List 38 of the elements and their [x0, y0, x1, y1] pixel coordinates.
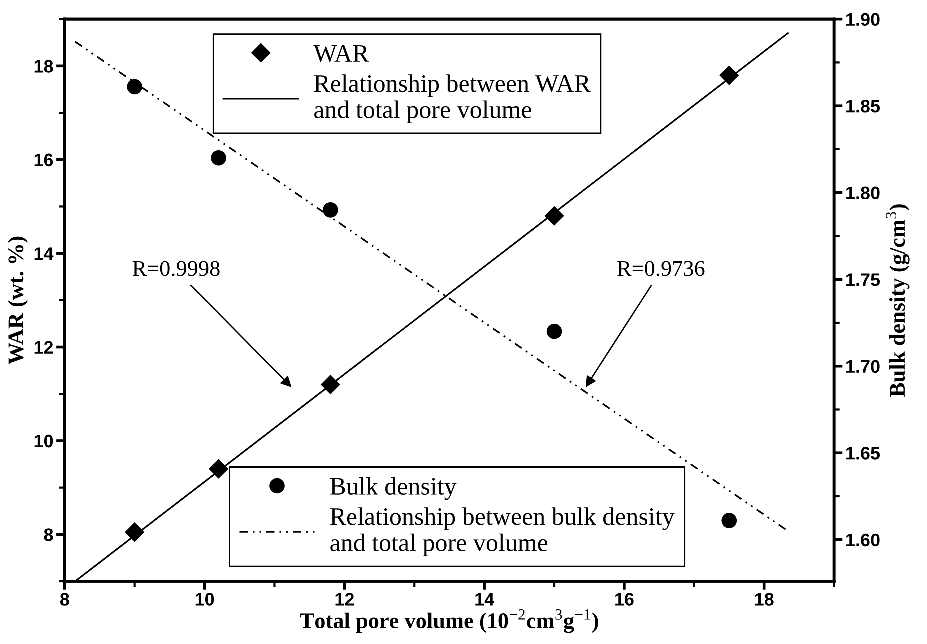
point [544, 206, 564, 226]
y-axis-title: WAR (wt. %) [8, 236, 28, 365]
point [722, 513, 738, 528]
x-tick-label: 16 [616, 593, 634, 606]
x-tick-label: 10 [196, 593, 214, 606]
y2-tick-label: 1.80 [846, 186, 880, 200]
point [127, 79, 142, 95]
x-tick-label: 12 [336, 593, 354, 606]
point [125, 522, 144, 542]
legend-label: Relationship between WAR and total pore volume [314, 74, 591, 124]
y2-axis-title: Bulk density (g/cm$^{3}$) [886, 204, 910, 398]
annotation: R=0.9736 [618, 261, 705, 276]
y-tick-label: 12 [34, 341, 54, 354]
y-tick-label: 16 [34, 154, 54, 167]
legend-label: WAR [314, 45, 370, 62]
y-tick-label: 8 [44, 528, 54, 542]
x-tick-label: 8 [60, 593, 70, 606]
y-tick-label: 10 [34, 434, 54, 448]
y2-tick-label: 1.75 [846, 274, 880, 286]
y2-tick-label: 1.70 [846, 360, 880, 374]
point [323, 202, 338, 218]
legend-label: Relationship between bulk density and total pore volume [330, 508, 675, 557]
annotation: R=0.9998 [132, 261, 220, 276]
legend-label: Bulk density [330, 477, 457, 500]
x-tick-label: 14 [476, 593, 495, 606]
y-tick-label: 14 [34, 248, 54, 260]
y2-tick-label: 1.85 [846, 100, 880, 113]
point [546, 324, 562, 340]
y2-tick-label: 1.60 [846, 534, 880, 547]
point [209, 460, 228, 479]
y-tick-label: 18 [34, 60, 54, 73]
point [211, 150, 226, 166]
y2-tick-label: 1.90 [846, 13, 880, 26]
y2-tick-label: 1.65 [846, 447, 880, 460]
point [720, 66, 739, 86]
point [321, 375, 340, 394]
x-tick-label: 18 [755, 593, 774, 606]
x-axis-title: Total pore volume (10$^{−2}$cm$^{3}$g$^{−1}$) [300, 609, 598, 634]
